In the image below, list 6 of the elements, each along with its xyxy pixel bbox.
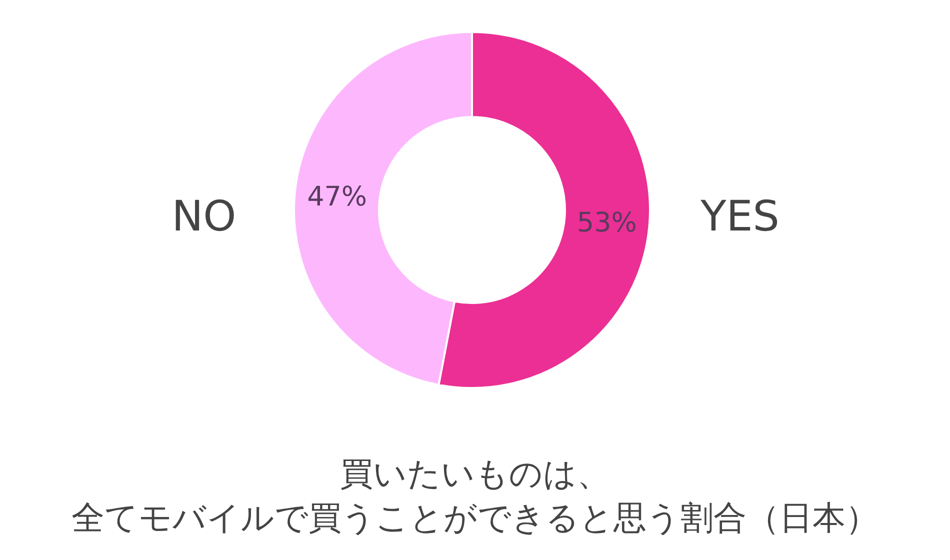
data-label: 53% <box>576 207 637 238</box>
slice-label: YES <box>700 192 780 240</box>
slice-label: NO <box>172 192 236 240</box>
text: 買いたいものは、 <box>339 453 611 495</box>
text: 全てモバイルで買うことができると思う割合（日本） <box>70 497 880 539</box>
data-label: 47% <box>307 182 368 213</box>
